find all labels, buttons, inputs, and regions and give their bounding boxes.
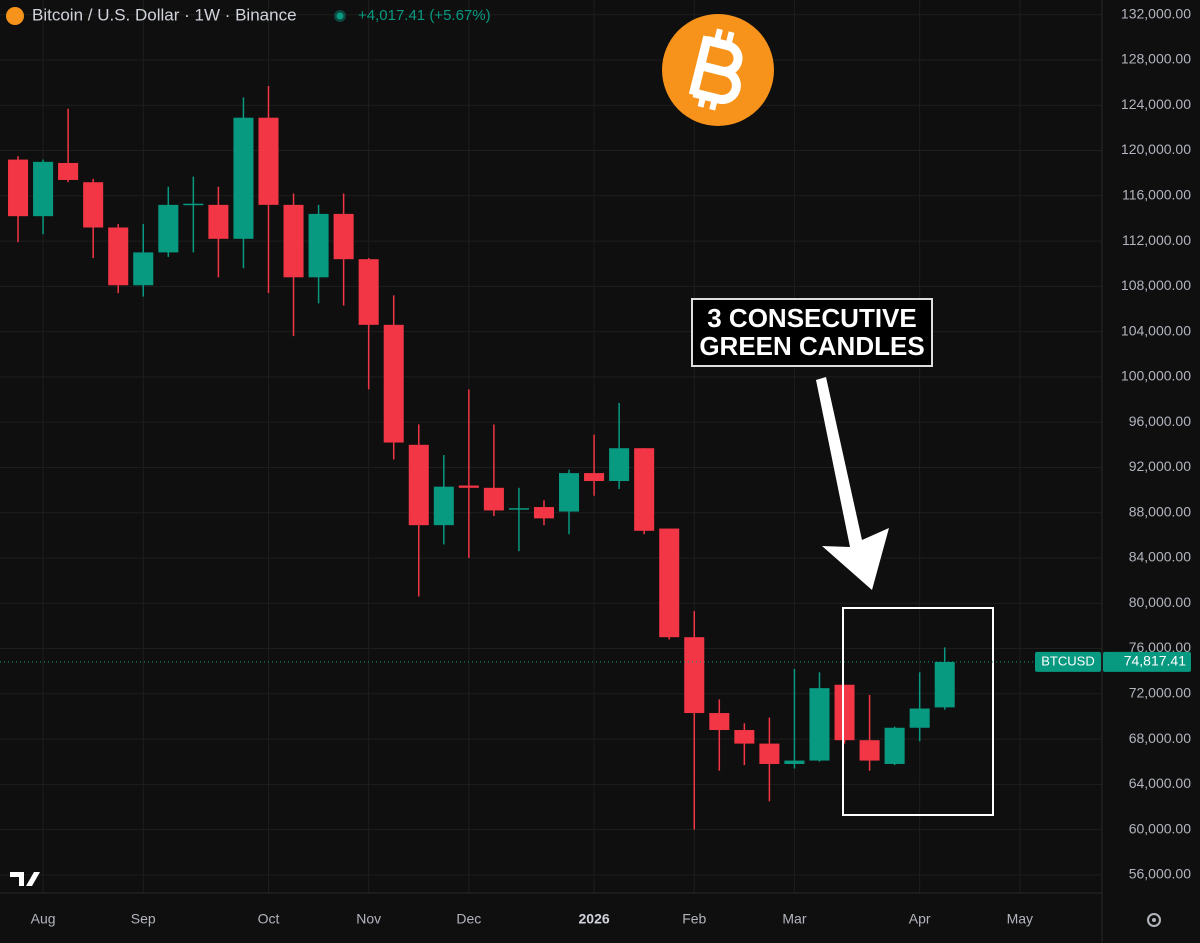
status-dot	[336, 12, 344, 20]
y-tick-label: 72,000.00	[1129, 685, 1191, 701]
settings-icon[interactable]	[1152, 918, 1156, 922]
candle-body	[884, 727, 905, 764]
tv-logo	[10, 872, 40, 886]
candle-body	[383, 324, 404, 443]
y-tick-label: 92,000.00	[1129, 458, 1191, 474]
candle-body	[233, 117, 254, 239]
price-change: +4,017.41 (+5.67%)	[358, 7, 491, 24]
candle-body	[433, 486, 454, 526]
candle-body	[158, 204, 179, 253]
x-tick-label: Mar	[782, 911, 806, 927]
candle-body	[133, 252, 154, 286]
candle-body	[559, 473, 580, 512]
y-tick-label: 84,000.00	[1129, 549, 1191, 565]
candle-body	[183, 203, 204, 206]
annotation-text: 3 CONSECUTIVE	[707, 303, 917, 333]
y-tick-label: 88,000.00	[1129, 503, 1191, 519]
symbol-label: BTCUSD	[1041, 653, 1094, 668]
candle-body	[408, 444, 429, 526]
candle-body	[659, 528, 680, 638]
highlight-box	[842, 607, 994, 816]
candle-body	[333, 213, 354, 260]
y-tick-label: 64,000.00	[1129, 775, 1191, 791]
candle-body	[809, 688, 830, 761]
bitcoin-logo	[662, 14, 774, 126]
candle-body	[533, 507, 555, 519]
candle-body	[33, 161, 54, 217]
y-tick-label: 116,000.00	[1122, 187, 1191, 203]
grid	[0, 0, 1102, 893]
x-tick-label: May	[1007, 911, 1033, 927]
y-tick-label: 104,000.00	[1121, 322, 1191, 338]
candle-body	[934, 661, 955, 708]
price-label: 74,817.41	[1124, 653, 1186, 669]
y-tick-label: 120,000.00	[1121, 141, 1191, 157]
candle-body	[909, 708, 930, 728]
y-tick-label: 128,000.00	[1121, 51, 1191, 67]
candle-body	[458, 485, 479, 488]
candle-body	[483, 487, 504, 511]
annotation-box	[691, 298, 933, 367]
candles	[8, 86, 955, 830]
candle-body	[709, 713, 730, 731]
candle-body	[634, 448, 655, 531]
annotation-arrow	[816, 377, 889, 590]
y-tick-label: 132,000.00	[1121, 5, 1191, 21]
symbol-tag	[1035, 651, 1101, 672]
candle-body	[8, 159, 29, 217]
y-tick-label: 80,000.00	[1129, 594, 1191, 610]
x-tick-label: Oct	[258, 911, 280, 927]
candle-body	[609, 448, 630, 482]
candle-body	[358, 259, 379, 325]
candle-body	[58, 162, 79, 180]
candle-body	[208, 204, 229, 239]
price-tag	[1103, 651, 1191, 672]
y-tick-label: 108,000.00	[1121, 277, 1191, 293]
candle-body	[584, 473, 605, 482]
symbol-icon	[6, 7, 24, 25]
x-tick-label: Dec	[456, 911, 481, 927]
candle-body	[283, 204, 304, 278]
candle-body	[308, 213, 329, 278]
settings-icon[interactable]	[1147, 913, 1161, 927]
y-tick-label: 112,000.00	[1122, 232, 1191, 248]
candle-body	[508, 508, 529, 510]
candle-body	[108, 227, 129, 286]
x-tick-label: Nov	[356, 911, 381, 927]
x-tick-label: Aug	[31, 911, 56, 927]
x-tick-label: Apr	[909, 911, 931, 927]
candle-body	[859, 740, 880, 761]
y-tick-label: 76,000.00	[1129, 639, 1191, 655]
annotation-text: GREEN CANDLES	[699, 331, 924, 361]
y-tick-label: 100,000.00	[1121, 368, 1191, 384]
y-tick-label: 96,000.00	[1129, 413, 1191, 429]
candle-body	[258, 117, 279, 205]
y-tick-label: 60,000.00	[1129, 820, 1191, 836]
candle-body	[784, 760, 805, 764]
candle-body	[684, 637, 705, 714]
x-tick-label: Sep	[131, 911, 156, 927]
candle-body	[834, 684, 855, 741]
y-tick-label: 68,000.00	[1129, 730, 1191, 746]
y-tick-label: 124,000.00	[1121, 96, 1191, 112]
y-tick-label: 56,000.00	[1129, 866, 1191, 882]
candle-body	[83, 182, 104, 228]
x-tick-label: Feb	[682, 911, 706, 927]
chart-title: Bitcoin / U.S. Dollar · 1W · Binance	[32, 5, 297, 24]
candle-body	[734, 730, 755, 744]
x-tick-label: 2026	[579, 911, 610, 927]
candle-body	[759, 743, 780, 764]
